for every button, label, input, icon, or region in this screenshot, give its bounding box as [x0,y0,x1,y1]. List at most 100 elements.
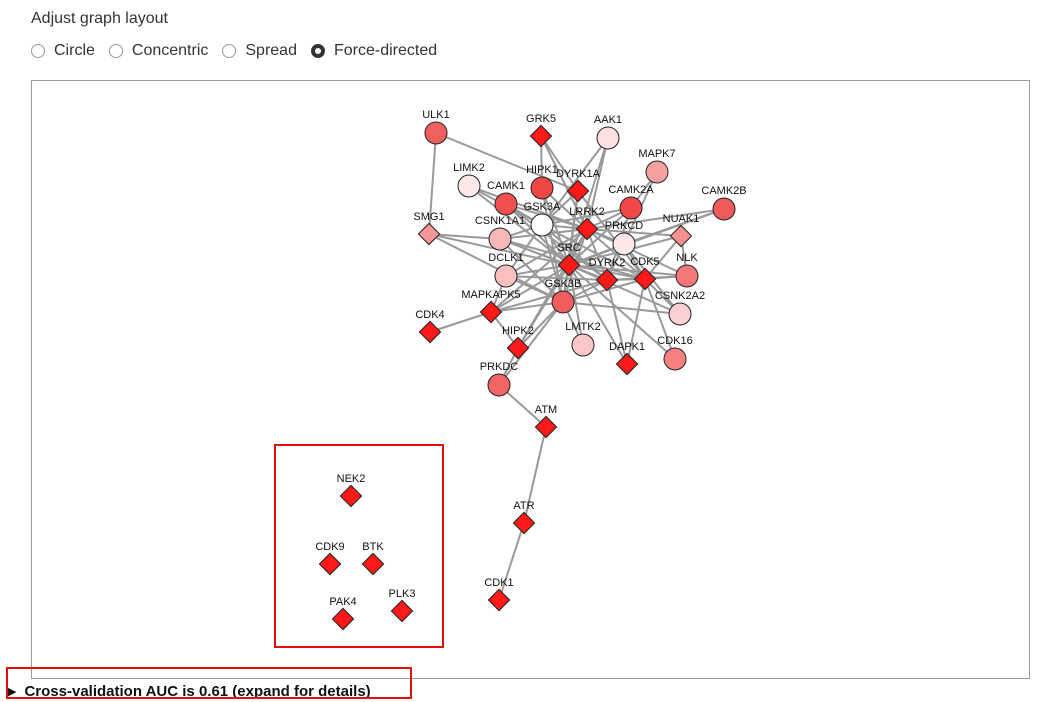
node-cdk9-diamond[interactable] [318,552,342,576]
cv-summary-text: Cross-validation AUC is 0.61 (expand for… [24,683,371,700]
node-lmtk2[interactable]: LMTK2 [565,321,601,357]
node-cdk4-diamond[interactable] [418,320,442,344]
node-nlk-circle[interactable] [675,264,699,288]
edge-gsk3b-prkdc [498,301,564,386]
node-prkdc-circle[interactable] [487,373,511,397]
node-csnk2a2-circle[interactable] [668,302,692,326]
node-limk2[interactable]: LIMK2 [453,162,485,198]
node-dyrk2[interactable]: DYRK2 [589,257,626,292]
node-label-mapk7: MAPK7 [638,148,675,160]
node-cdk16-circle[interactable] [663,347,687,371]
node-gsk3b[interactable]: GSK3B [545,278,582,314]
node-cdk5-diamond[interactable] [633,267,657,291]
radio-spread-button[interactable] [222,44,237,58]
node-atr[interactable]: ATR [512,500,536,535]
node-plk3[interactable]: PLK3 [389,588,416,623]
node-ulk1[interactable]: ULK1 [422,109,450,145]
radio-concentric-button[interactable] [108,44,123,58]
node-atm-diamond[interactable] [534,415,558,439]
node-dyrk1a-diamond[interactable] [566,179,590,203]
node-hipk1-circle[interactable] [530,176,554,200]
node-atm[interactable]: ATM [534,404,558,439]
node-csnk1a1[interactable]: CSNK1A1 [475,215,525,251]
node-label-cdk9: CDK9 [315,541,344,553]
node-lrrk2-diamond[interactable] [575,217,599,241]
node-mapkapk5[interactable]: MAPKAPK5 [461,289,521,324]
node-grk5[interactable]: GRK5 [526,113,556,148]
radio-force-directed[interactable]: Force-directed [310,42,437,60]
node-csnk2a2[interactable]: CSNK2A2 [655,290,705,326]
node-mapk7-circle[interactable] [645,160,669,184]
node-cdk4[interactable]: CDK4 [415,309,445,344]
node-csnk1a1-circle[interactable] [488,227,512,251]
node-cdk1-diamond[interactable] [487,588,511,612]
node-prkcd[interactable]: PRKCD [605,220,644,256]
node-btk[interactable]: BTK [361,541,385,576]
node-smg1[interactable]: SMG1 [413,211,445,246]
node-dclk1-circle[interactable] [494,264,518,288]
node-camk1[interactable]: CAMK1 [487,180,525,216]
node-cdk9[interactable]: CDK9 [315,541,345,576]
node-label-aak1: AAK1 [594,114,622,126]
node-gsk3a[interactable]: GSK3A [524,201,561,237]
edge-atr-cdk1 [498,522,525,601]
node-nek2[interactable]: NEK2 [337,473,366,508]
node-dyrk2-diamond[interactable] [595,268,619,292]
node-limk2-circle[interactable] [457,174,481,198]
node-hipk2[interactable]: HIPK2 [502,325,534,360]
radio-circle-button[interactable] [31,44,45,58]
node-nek2-diamond[interactable] [339,484,363,508]
node-atr-diamond[interactable] [512,511,536,535]
node-nuak1[interactable]: NUAK1 [663,213,700,248]
node-pak4[interactable]: PAK4 [329,596,357,631]
node-cdk5[interactable]: CDK5 [630,256,660,291]
node-prkdc[interactable]: PRKDC [480,361,519,397]
node-mapk7[interactable]: MAPK7 [638,148,676,184]
radio-concentric[interactable]: Concentric [108,42,208,60]
cv-summary-toggle[interactable]: ▶ Cross-validation AUC is 0.61 (expand f… [8,683,371,700]
node-gsk3a-circle[interactable] [530,213,554,237]
cluster-highlight-box [274,444,444,648]
edge-dyrk2-dapk1 [606,279,628,365]
edge-src-nlk [568,264,688,277]
expand-triangle-icon[interactable]: ▶ [8,686,17,698]
node-pak4-diamond[interactable] [331,607,355,631]
node-camk2a-circle[interactable] [619,196,643,220]
node-dyrk1a[interactable]: DYRK1A [556,168,601,203]
node-aak1-circle[interactable] [596,126,620,150]
node-cdk1[interactable]: CDK1 [484,577,514,612]
node-label-hipk2: HIPK2 [502,325,534,337]
node-plk3-diamond[interactable] [390,599,414,623]
node-mapkapk5-diamond[interactable] [479,300,503,324]
node-cdk16[interactable]: CDK16 [657,335,693,371]
node-camk2a[interactable]: CAMK2A [608,184,654,220]
node-lrrk2[interactable]: LRRK2 [569,206,605,241]
node-camk2b-circle[interactable] [712,197,736,221]
node-prkcd-circle[interactable] [612,232,636,256]
node-nlk[interactable]: NLK [675,252,699,288]
radio-circle[interactable]: Circle [31,42,95,60]
node-camk1-circle[interactable] [494,192,518,216]
graph-canvas-frame[interactable] [31,80,1030,679]
node-gsk3b-circle[interactable] [551,290,575,314]
node-hipk2-diamond[interactable] [506,336,530,360]
node-aak1[interactable]: AAK1 [594,114,622,150]
node-camk2b[interactable]: CAMK2B [701,185,747,221]
node-lmtk2-circle[interactable] [571,333,595,357]
edge-ulk1-smg1 [428,132,437,235]
node-dapk1[interactable]: DAPK1 [609,341,645,376]
node-src-diamond[interactable] [557,253,581,277]
node-btk-diamond[interactable] [361,552,385,576]
node-src[interactable]: SRC [557,242,581,277]
radio-spread[interactable]: Spread [222,42,297,60]
radio-force-directed-button[interactable] [310,44,325,58]
node-smg1-diamond[interactable] [417,222,441,246]
node-ulk1-circle[interactable] [424,121,448,145]
edge-mapkapk5-cdk4 [429,311,492,333]
node-nuak1-diamond[interactable] [669,224,693,248]
node-dapk1-diamond[interactable] [615,352,639,376]
node-dclk1[interactable]: DCLK1 [488,252,524,288]
node-hipk1[interactable]: HIPK1 [526,164,558,200]
node-grk5-diamond[interactable] [529,124,553,148]
